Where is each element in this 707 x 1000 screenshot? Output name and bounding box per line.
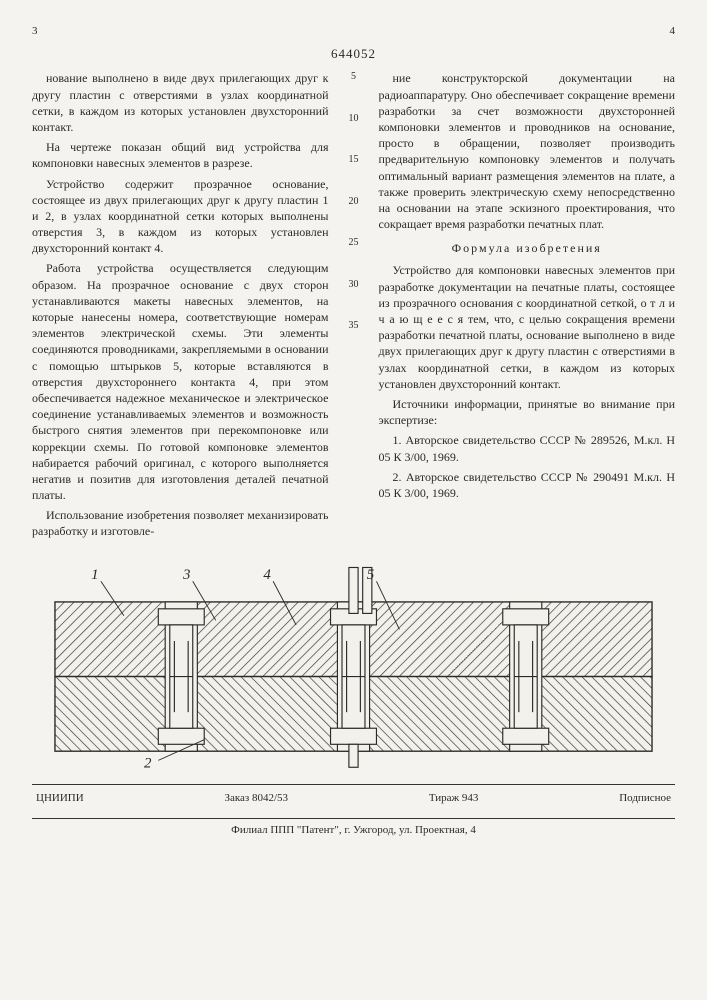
paragraph: нование выполнено в виде двух прилегающи…	[32, 70, 329, 135]
footer-org: ЦНИИПИ	[36, 791, 84, 806]
paragraph: ние конструкторской документации на ради…	[379, 70, 676, 232]
document-number: 644052	[32, 45, 675, 63]
footer-line: ЦНИИПИ Заказ 8042/53 Тираж 943 Подписное	[32, 789, 675, 808]
paragraph: На чертеже показан общий вид устройства …	[32, 139, 329, 171]
right-column: ние конструкторской документации на ради…	[379, 70, 676, 543]
line-num: 30	[347, 278, 361, 292]
svg-text:4: 4	[263, 567, 271, 583]
svg-text:3: 3	[182, 567, 190, 583]
svg-text:2: 2	[144, 755, 152, 771]
footer-rule	[32, 784, 675, 785]
footer-sign: Подписное	[619, 791, 671, 806]
line-num: 15	[347, 153, 361, 167]
svg-text:5: 5	[367, 567, 375, 583]
line-num: 5	[347, 70, 361, 84]
page-num-right: 4	[670, 24, 676, 39]
line-num: 20	[347, 195, 361, 209]
paragraph: Устройство для компоновки навесных элеме…	[379, 262, 676, 392]
left-column: нование выполнено в виде двух прилегающи…	[32, 70, 329, 543]
footer-tirazh: Тираж 943	[429, 791, 479, 806]
footer-address: Филиал ППП "Патент", г. Ужгород, ул. Про…	[32, 823, 675, 838]
text-columns: нование выполнено в виде двух прилегающи…	[32, 70, 675, 543]
line-num: 10	[347, 112, 361, 126]
paragraph: Источники информации, принятые во вниман…	[379, 396, 676, 428]
line-number-gutter: 5 10 15 20 25 30 35	[347, 70, 361, 543]
formula-title: Формула изобретения	[379, 240, 676, 256]
svg-text:1: 1	[91, 567, 98, 583]
line-num: 35	[347, 319, 361, 333]
paragraph: 2. Авторское свидетельство СССР № 290491…	[379, 469, 676, 501]
paragraph: Использование изобретения позволяет меха…	[32, 507, 329, 539]
line-num: 25	[347, 236, 361, 250]
footer-order: Заказ 8042/53	[224, 791, 288, 806]
paragraph: Устройство содержит прозрачное основание…	[32, 176, 329, 257]
footer-rule	[32, 818, 675, 819]
technical-drawing: 1 3 4 5 2	[32, 556, 675, 774]
paragraph: Работа устройства осуществляется следующ…	[32, 260, 329, 503]
page-num-left: 3	[32, 24, 38, 39]
paragraph: 1. Авторское свидетельство СССР № 289526…	[379, 432, 676, 464]
